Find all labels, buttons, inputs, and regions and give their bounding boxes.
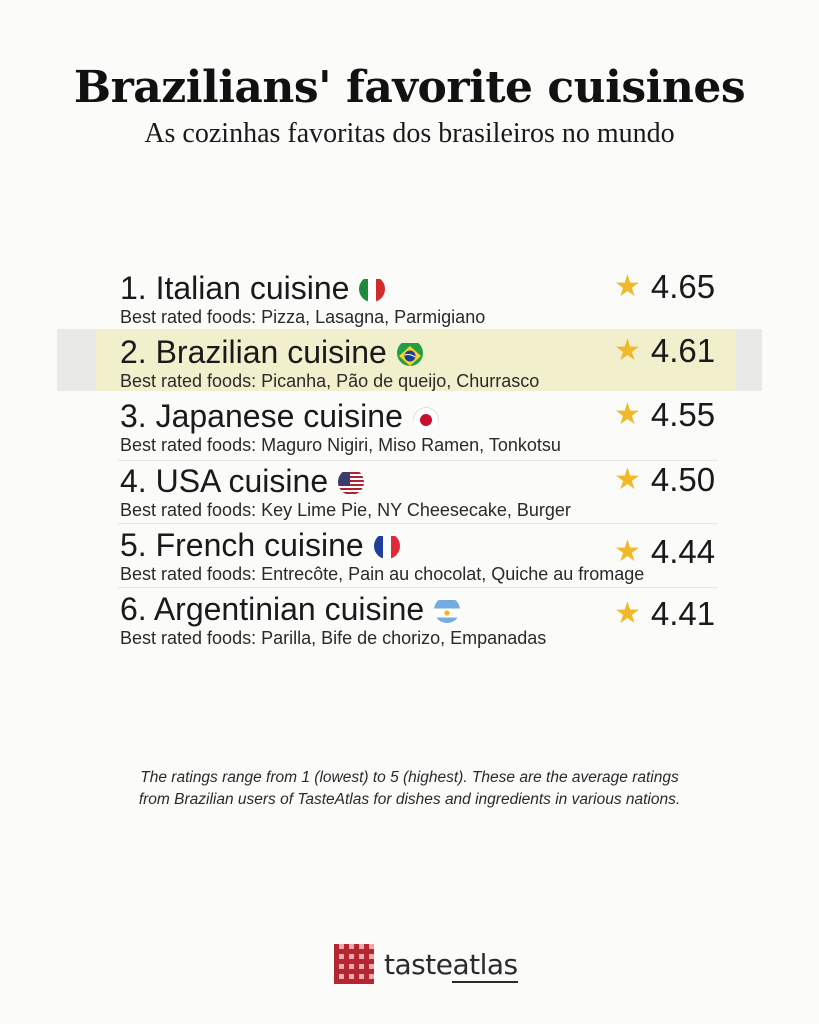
cuisine-name: 4. USA cuisine	[120, 463, 365, 500]
star-icon: ★	[614, 334, 641, 367]
italy-flag-icon	[359, 276, 386, 302]
rating-value: 4.41	[650, 595, 716, 632]
cuisine-row-usa: 4. USA cuisine Best rated foods: Key Lim…	[0, 455, 819, 520]
rating: ★ 4.41	[614, 595, 715, 633]
cuisine-name: 1. Italian cuisine	[120, 270, 386, 307]
cuisine-row-japanese: 3. Japanese cuisine Best rated foods: Ma…	[0, 390, 819, 455]
argentina-flag-icon	[434, 597, 461, 623]
divider	[118, 587, 718, 588]
logo-text-atlas: atlas	[452, 947, 518, 983]
best-foods: Best rated foods: Entrecôte, Pain au cho…	[120, 564, 645, 584]
star-icon: ★	[614, 463, 641, 496]
star-icon: ★	[614, 398, 641, 431]
cuisine-name: 3. Japanese cuisine	[120, 398, 439, 435]
best-foods: Best rated foods: Maguro Nigiri, Miso Ra…	[120, 435, 561, 455]
rating: ★ 4.55	[614, 396, 715, 434]
divider	[118, 460, 718, 461]
star-icon: ★	[614, 270, 641, 303]
footnote: The ratings range from 1 (lowest) to 5 (…	[0, 767, 819, 811]
cuisine-row-brazilian: 2. Brazilian cuisine Best rated foods: P…	[0, 326, 819, 391]
rating: ★ 4.61	[614, 332, 715, 370]
divider	[118, 523, 718, 524]
best-foods: Best rated foods: Pizza, Lasagna, Parmig…	[120, 307, 486, 327]
cuisine-title: 2. Brazilian cuisine	[120, 334, 387, 370]
star-icon: ★	[614, 535, 641, 568]
france-flag-icon	[373, 533, 400, 559]
cuisine-title: 5. French cuisine	[120, 527, 364, 563]
usa-flag-icon	[338, 469, 365, 495]
best-foods: Best rated foods: Key Lime Pie, NY Chees…	[120, 500, 571, 520]
rating-value: 4.50	[650, 461, 716, 498]
cuisine-row-italian: 1. Italian cuisine Best rated foods: Piz…	[0, 262, 819, 327]
page-title: Brazilians' favorite cuisines	[73, 62, 746, 113]
page-subtitle: As cozinhas favoritas dos brasileiros no…	[144, 118, 675, 149]
rating-value: 4.65	[650, 268, 716, 305]
japan-flag-icon	[412, 404, 439, 430]
rating: ★ 4.44	[614, 533, 715, 571]
cuisine-title: 6. Argentinian cuisine	[120, 591, 425, 627]
cuisine-name: 5. French cuisine	[120, 527, 400, 564]
cuisine-title: 1. Italian cuisine	[120, 270, 350, 306]
brazil-flag-icon	[396, 340, 423, 366]
rating-value: 4.44	[650, 533, 716, 570]
logo-wordmark: tasteatlas	[384, 947, 518, 983]
star-icon: ★	[614, 597, 641, 630]
rating-value: 4.55	[650, 396, 716, 433]
rating: ★ 4.50	[614, 461, 715, 499]
cuisine-name: 2. Brazilian cuisine	[120, 334, 423, 371]
cuisine-title: 4. USA cuisine	[120, 463, 329, 499]
cuisine-row-french: 5. French cuisine Best rated foods: Entr…	[0, 519, 819, 584]
logo-text-taste: taste	[384, 947, 453, 981]
cuisine-title: 3. Japanese cuisine	[120, 398, 403, 434]
rating: ★ 4.65	[614, 268, 715, 306]
footnote-line: from Brazilian users of TasteAtlas for d…	[138, 791, 681, 808]
cuisine-row-argentinian: 6. Argentinian cuisine Best rated foods:…	[0, 583, 819, 648]
rating-value: 4.61	[650, 332, 716, 369]
tasteatlas-logo: tasteatlas	[334, 944, 518, 984]
tablecloth-logo-icon	[334, 944, 374, 984]
best-foods: Best rated foods: Parilla, Bife de chori…	[120, 628, 547, 648]
cuisine-name: 6. Argentinian cuisine	[120, 591, 461, 628]
footnote-line: The ratings range from 1 (lowest) to 5 (…	[140, 769, 679, 786]
best-foods: Best rated foods: Picanha, Pão de queijo…	[120, 371, 540, 391]
